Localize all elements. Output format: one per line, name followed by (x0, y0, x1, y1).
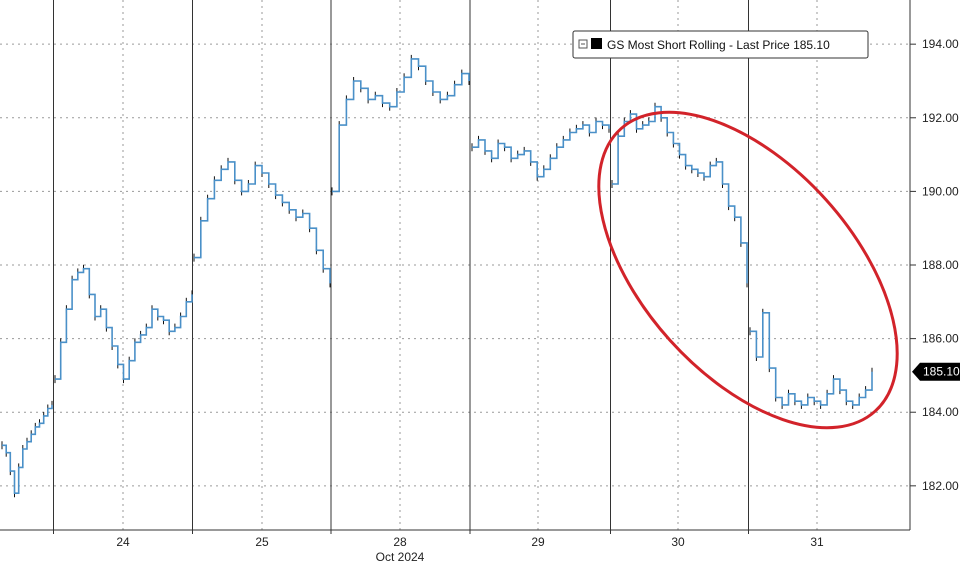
y-tick-label: 190.00 (922, 184, 959, 198)
y-tick-label: 194.00 (922, 37, 959, 51)
annotation (597, 110, 899, 430)
x-tick-label: 28 (393, 535, 407, 549)
price-line-segment (750, 312, 873, 406)
y-tick-label: 186.00 (922, 332, 959, 346)
price-line-segment (472, 120, 610, 178)
y-tick-label: 182.00 (922, 479, 959, 493)
x-tick-label: 24 (116, 535, 130, 549)
x-tick-label: 30 (671, 535, 685, 549)
x-tick-label: 29 (531, 535, 545, 549)
highlight-ellipse (597, 110, 899, 430)
y-tick-label: 188.00 (922, 258, 959, 272)
x-tick-label: 25 (255, 535, 269, 549)
session-separators (53, 0, 749, 534)
price-line-segment (55, 267, 193, 380)
legend-series-swatch-icon (591, 38, 602, 49)
price-line-segment (612, 105, 748, 284)
x-tick-label: 31 (810, 535, 824, 549)
price-line-segment (194, 161, 331, 284)
legend: GS Most Short Rolling - Last Price 185.1… (572, 30, 869, 59)
y-tick-label: 184.00 (922, 405, 959, 419)
x-axis-label: Oct 2024 (376, 550, 425, 564)
price-series (1, 54, 873, 498)
legend-box (572, 30, 869, 59)
grid (0, 0, 910, 530)
last-price-label: 185.10 (923, 365, 960, 379)
y-tick-label: 192.00 (922, 111, 959, 125)
legend-label: GS Most Short Rolling - Last Price 185.1… (607, 38, 830, 52)
price-line-segment (2, 404, 53, 494)
last-price-badge (912, 362, 960, 381)
price-line-segment (332, 58, 470, 193)
